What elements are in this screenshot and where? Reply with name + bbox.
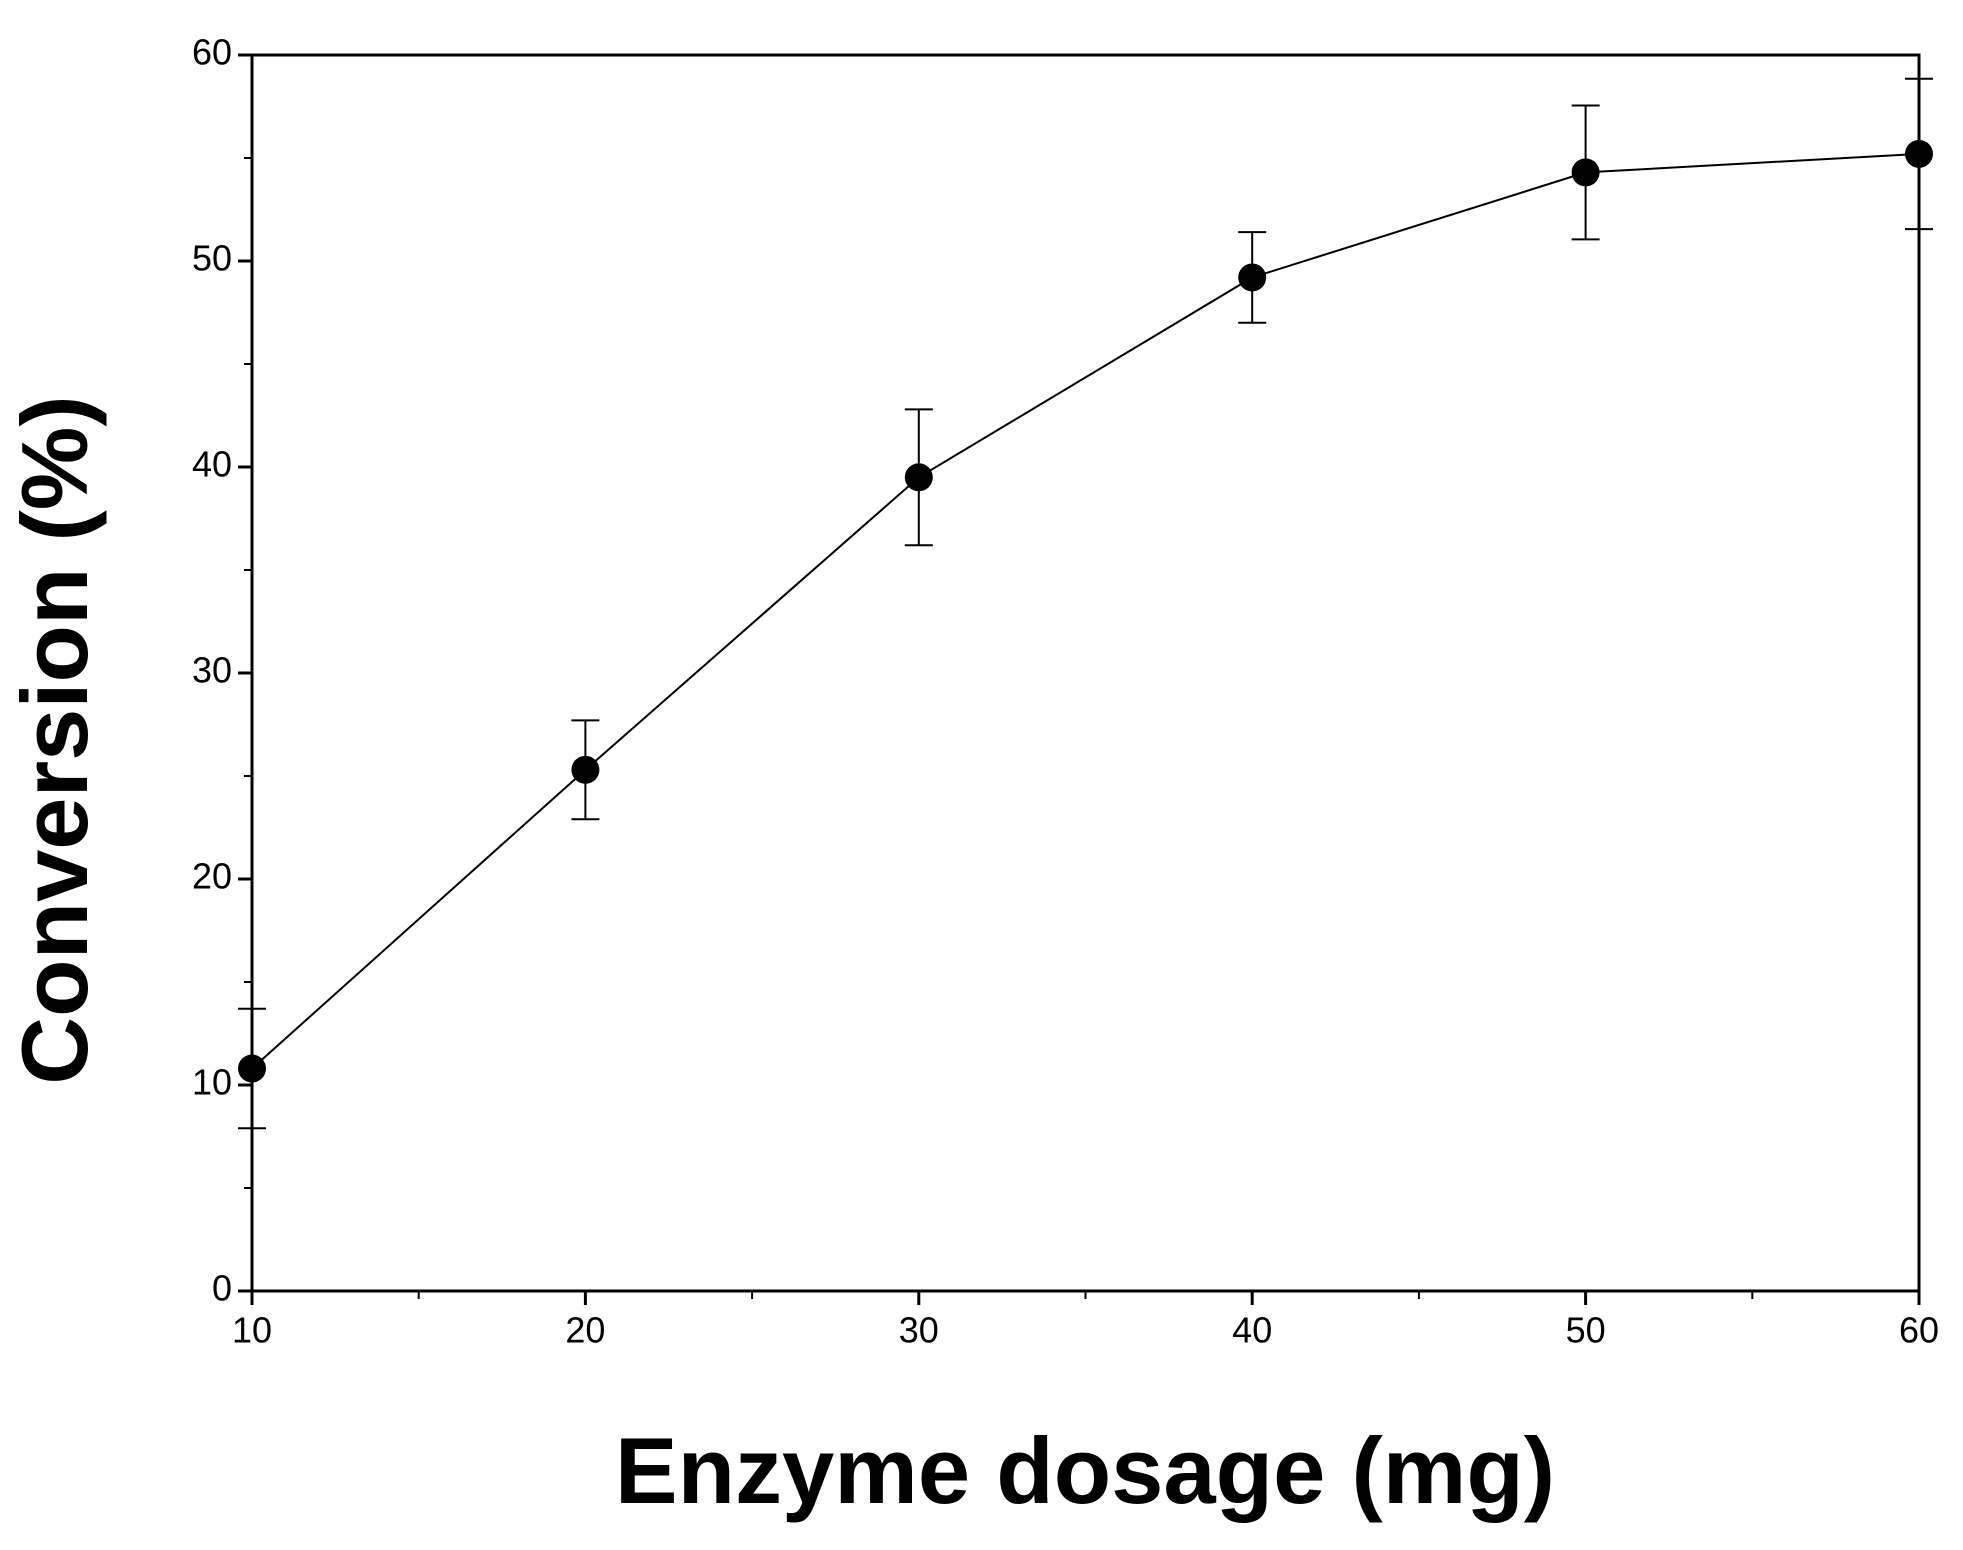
y-tick-label: 0 [212,1268,232,1309]
data-point [1571,158,1600,187]
data-point [904,463,933,492]
data-point [1238,263,1267,292]
y-tick-label: 60 [192,32,232,73]
x-tick-label: 60 [1899,1310,1939,1351]
data-line [251,152,1920,1070]
x-tick-label: 20 [565,1310,605,1351]
y-tick-label: 10 [192,1062,232,1103]
y-tick-label: 20 [192,856,232,897]
data-point [238,1054,266,1083]
y-tick-label: 40 [192,444,232,485]
y-tick-label: 30 [192,650,232,691]
y-axis-title: Conversion (%) [2,395,107,1084]
data-point [571,755,600,784]
y-tick-label: 50 [192,238,232,279]
x-axis-title: Enzyme dosage (mg) [615,1418,1555,1523]
x-tick-label: 10 [232,1310,272,1351]
x-tick-label: 40 [1232,1310,1272,1351]
x-tick-label: 30 [899,1310,939,1351]
data-point [1905,139,1933,168]
plot-frame [250,53,1921,1293]
x-tick-label: 50 [1566,1310,1606,1351]
